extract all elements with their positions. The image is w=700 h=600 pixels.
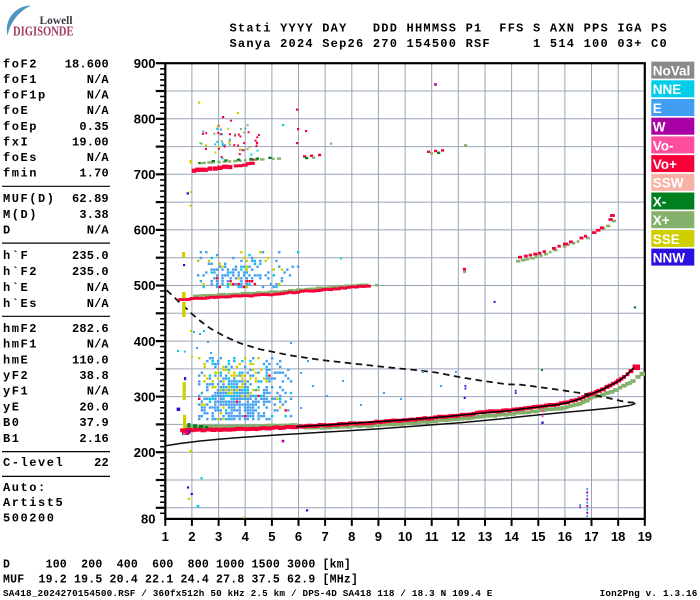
svg-text:N/A: N/A: [87, 73, 110, 87]
svg-text:235.0: 235.0: [72, 249, 109, 263]
svg-text:X+: X+: [653, 213, 670, 228]
svg-text:Auto:: Auto:: [3, 481, 47, 495]
svg-text:19.00: 19.00: [72, 135, 109, 149]
svg-text:1.70: 1.70: [79, 167, 108, 181]
svg-text:Lowell: Lowell: [40, 15, 73, 27]
svg-text:N/A: N/A: [87, 223, 110, 237]
svg-text:235.0: 235.0: [72, 265, 109, 279]
svg-text:N/A: N/A: [87, 281, 110, 295]
svg-text:yF1: yF1: [3, 385, 29, 399]
svg-text:300: 300: [134, 389, 156, 404]
svg-text:N/A: N/A: [87, 89, 110, 103]
svg-text:4: 4: [242, 529, 250, 544]
svg-text:15: 15: [531, 529, 545, 544]
svg-text:SA418_2024270154500.RSF / 360f: SA418_2024270154500.RSF / 360fx512h 50 k…: [3, 588, 493, 599]
svg-text:400: 400: [134, 334, 156, 349]
svg-text:13: 13: [478, 529, 492, 544]
svg-text:NoVal: NoVal: [653, 64, 691, 79]
svg-text:Vo+: Vo+: [653, 157, 677, 172]
svg-text:SSW: SSW: [653, 176, 684, 191]
svg-text:10: 10: [398, 529, 412, 544]
svg-text:16: 16: [558, 529, 572, 544]
svg-text:N/A: N/A: [87, 338, 110, 352]
svg-text:C-level: C-level: [3, 456, 64, 470]
svg-text:22: 22: [94, 456, 109, 470]
svg-text:5: 5: [268, 529, 275, 544]
svg-text:110.0: 110.0: [72, 353, 109, 367]
svg-text:h`F2: h`F2: [3, 265, 38, 279]
svg-text:E: E: [653, 101, 662, 116]
svg-text:Ion2Png v. 1.3.16: Ion2Png v. 1.3.16: [600, 588, 698, 599]
svg-text:Vo-: Vo-: [653, 138, 674, 153]
svg-text:N/A: N/A: [87, 151, 110, 165]
svg-text:7: 7: [321, 529, 328, 544]
svg-text:600: 600: [134, 223, 156, 238]
svg-text:2: 2: [188, 529, 195, 544]
svg-text:14: 14: [504, 529, 519, 544]
svg-text:fxI: fxI: [3, 135, 29, 149]
svg-text:3: 3: [215, 529, 222, 544]
svg-text:foF1: foF1: [3, 73, 38, 87]
svg-text:9: 9: [375, 529, 382, 544]
svg-text:80: 80: [141, 512, 155, 527]
svg-text:500: 500: [134, 278, 156, 293]
svg-text:M(D): M(D): [3, 208, 38, 222]
svg-text:1: 1: [162, 529, 169, 544]
svg-text:D 100 200 400 600 800: D 100 200 400 600 800 1000 1500 3000 [km…: [3, 558, 351, 571]
svg-text:NNW: NNW: [653, 251, 685, 266]
svg-text:h`E: h`E: [3, 281, 29, 295]
svg-text:MUF(D): MUF(D): [3, 192, 56, 206]
svg-text:11: 11: [425, 529, 439, 544]
svg-text:W: W: [653, 120, 666, 135]
svg-text:DIGISONDE: DIGISONDE: [13, 25, 74, 40]
svg-text:N/A: N/A: [87, 385, 110, 399]
svg-text:yF2: yF2: [3, 369, 29, 383]
svg-text:62.89: 62.89: [72, 192, 109, 206]
svg-text:12: 12: [451, 529, 465, 544]
svg-text:37.9: 37.9: [79, 416, 108, 430]
svg-text:Artist5: Artist5: [3, 496, 64, 510]
svg-text:18.600: 18.600: [65, 57, 109, 71]
svg-text:900: 900: [134, 56, 156, 71]
svg-text:20.0: 20.0: [79, 400, 108, 414]
svg-text:800: 800: [134, 112, 156, 127]
svg-text:0.35: 0.35: [79, 120, 108, 134]
svg-text:2.16: 2.16: [79, 432, 108, 446]
svg-text:N/A: N/A: [87, 297, 110, 311]
svg-text:foE: foE: [3, 104, 29, 118]
svg-text:6: 6: [295, 529, 302, 544]
svg-text:B1: B1: [3, 432, 21, 446]
svg-text:B0: B0: [3, 416, 21, 430]
svg-text:200: 200: [134, 445, 156, 460]
svg-text:foF2: foF2: [3, 57, 38, 71]
svg-text:hmE: hmE: [3, 353, 29, 367]
svg-text:hmF1: hmF1: [3, 338, 38, 352]
svg-text:500200: 500200: [3, 512, 56, 526]
svg-text:h`Es: h`Es: [3, 297, 38, 311]
svg-text:3.38: 3.38: [79, 208, 108, 222]
svg-text:282.6: 282.6: [72, 322, 109, 336]
svg-text:fmin: fmin: [3, 167, 38, 181]
svg-text:SSE: SSE: [653, 232, 680, 247]
svg-text:D: D: [3, 223, 12, 237]
svg-text:Sanya 2024 Sep26 270 154500 RS: Sanya 2024 Sep26 270 154500 RSF 1 514 10…: [230, 37, 668, 51]
svg-text:17: 17: [584, 529, 598, 544]
svg-text:700: 700: [134, 167, 156, 182]
svg-text:MUF 19.2 19.5 20.4 22.1 24.4: MUF 19.2 19.5 20.4 22.1 24.4 27.8 37.5 6…: [3, 574, 358, 587]
svg-text:18: 18: [611, 529, 625, 544]
svg-text:foEp: foEp: [3, 120, 38, 134]
svg-text:8: 8: [348, 529, 355, 544]
svg-text:h`F: h`F: [3, 249, 29, 263]
svg-text:X-: X-: [653, 194, 667, 209]
svg-text:hmF2: hmF2: [3, 322, 38, 336]
svg-text:yE: yE: [3, 400, 21, 414]
svg-text:19: 19: [638, 529, 652, 544]
svg-text:foEs: foEs: [3, 151, 38, 165]
svg-text:foF1p: foF1p: [3, 89, 47, 103]
svg-text:38.8: 38.8: [79, 369, 108, 383]
svg-text:Stati YYYY DAY DDD HHMMSS P1: Stati YYYY DAY DDD HHMMSS P1 FFS S AXN P…: [230, 21, 668, 35]
svg-text:NNE: NNE: [653, 82, 682, 97]
svg-text:N/A: N/A: [87, 104, 110, 118]
